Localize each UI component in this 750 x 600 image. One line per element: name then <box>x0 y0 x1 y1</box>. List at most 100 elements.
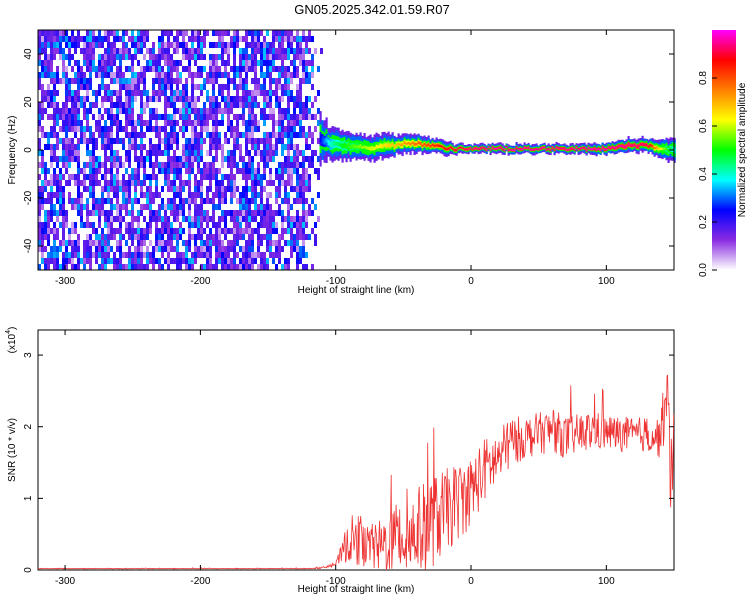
spectrogram-cell <box>98 114 101 120</box>
spectrogram-cell <box>239 192 242 198</box>
spectrogram-cell <box>233 150 236 156</box>
spectrogram-cell <box>281 264 284 270</box>
spectrogram-cell <box>311 156 314 162</box>
spectrogram-cell <box>86 234 89 240</box>
spectrogram-signal-cell <box>393 145 396 148</box>
spectrogram-cell <box>293 60 296 66</box>
spectrogram-cell <box>185 42 188 48</box>
spectrogram-signal-cell <box>531 149 534 151</box>
spectrogram-cell <box>41 66 44 72</box>
spectrogram-cell <box>182 108 185 114</box>
spectrogram-cell <box>137 198 140 204</box>
spectrogram-cell <box>284 156 287 162</box>
spectrogram-cell <box>119 252 122 258</box>
spectrogram-cell <box>254 126 257 132</box>
spectrogram-cell <box>269 168 272 174</box>
spectrogram-cell <box>119 90 122 96</box>
spectrogram-cell <box>110 66 113 72</box>
spectrogram-signal-cell <box>379 143 382 148</box>
spectrogram-cell <box>44 90 47 96</box>
spectrogram-cell <box>65 264 68 270</box>
spectrogram-cell <box>308 72 311 78</box>
spectrogram-cell <box>230 102 233 108</box>
spectrogram-cell <box>296 48 299 54</box>
spectrogram-cell <box>179 234 182 240</box>
spectrogram-cell <box>161 246 164 252</box>
spectrogram-cell <box>122 180 125 186</box>
spectrogram-cell <box>98 84 101 90</box>
spectrogram-signal-cell <box>527 147 530 149</box>
spectrogram-cell <box>89 36 92 42</box>
spectrogram-cell <box>221 162 224 168</box>
spectrogram-cell <box>170 54 173 60</box>
spectrogram-cell <box>68 180 71 186</box>
spectrogram-cell <box>50 48 53 54</box>
spectrogram-cell <box>236 120 239 126</box>
spectrogram-cell <box>56 102 59 108</box>
spectrogram-cell <box>95 72 98 78</box>
spectrogram-cell <box>305 108 308 114</box>
spectrogram-cell <box>149 240 152 246</box>
spectrogram-cell <box>98 36 101 42</box>
spectrogram-cell <box>41 90 44 96</box>
spectrogram-cell <box>248 174 251 180</box>
spectrogram-cell <box>125 66 128 72</box>
spectrogram-cell <box>68 228 71 234</box>
spectrogram-cell <box>47 210 50 216</box>
spectrogram-cell <box>128 186 131 192</box>
spectrogram-cell <box>86 36 89 42</box>
spectrogram-cell <box>173 156 176 162</box>
spectrogram-cell <box>80 258 83 264</box>
spectrogram-cell <box>224 102 227 108</box>
spectrogram-cell <box>194 36 197 42</box>
spectrogram-cell <box>137 264 140 270</box>
spectrogram-cell <box>104 30 107 36</box>
spectrogram-cell <box>110 108 113 114</box>
spectrogram-cell <box>257 246 260 252</box>
spectrogram-cell <box>251 216 254 222</box>
spectrogram-cell <box>119 36 122 42</box>
spectrogram-cell <box>215 246 218 252</box>
spectrogram-cell <box>41 168 44 174</box>
spectrogram-cell <box>275 138 278 144</box>
spectrogram-cell <box>68 150 71 156</box>
spectrogram-cell <box>74 132 77 138</box>
spectrogram-cell <box>176 234 179 240</box>
spectrogram-cell <box>230 210 233 216</box>
spectrogram-cell <box>77 168 80 174</box>
spectrogram-cell <box>86 54 89 60</box>
spectrogram-cell <box>257 42 260 48</box>
spectrogram-signal-cell <box>625 145 628 148</box>
spectrogram-cell <box>185 144 188 150</box>
spectrogram-cell <box>224 210 227 216</box>
spectrogram-cell <box>227 264 230 270</box>
spectrogram-cell <box>86 66 89 72</box>
spectrogram-cell <box>83 180 86 186</box>
spectrogram-cell <box>227 108 230 114</box>
spectrogram-cell <box>191 264 194 270</box>
spectrogram-cell <box>155 150 158 156</box>
spectrogram-cell <box>101 54 104 60</box>
spectrogram-cell <box>113 42 116 48</box>
spectrogram-cell <box>200 222 203 228</box>
spectrogram-cell <box>95 198 98 204</box>
spectrogram-cell <box>227 162 230 168</box>
spectrogram-cell <box>137 228 140 234</box>
spectrogram-cell <box>164 228 167 234</box>
spectrogram-cell <box>311 150 314 156</box>
figure-title: GN05.2025.342.01.59.R07 <box>294 2 449 17</box>
spectrogram-signal-cell <box>477 148 480 150</box>
spectrogram-cell <box>185 156 188 162</box>
spectrogram-cell <box>191 258 194 264</box>
spectrogram-cell <box>257 168 260 174</box>
spectrogram-cell <box>152 48 155 54</box>
spectrogram-cell <box>236 198 239 204</box>
spectrogram-cell <box>266 144 269 150</box>
spectrogram-cell <box>275 96 278 102</box>
spectrogram-cell <box>80 66 83 72</box>
spectrogram-cell <box>314 150 317 156</box>
spectrogram-cell <box>248 162 251 168</box>
spectrogram-signal-cell <box>419 142 422 146</box>
spectrogram-cell <box>134 96 137 102</box>
spectrogram-cell <box>140 90 143 96</box>
